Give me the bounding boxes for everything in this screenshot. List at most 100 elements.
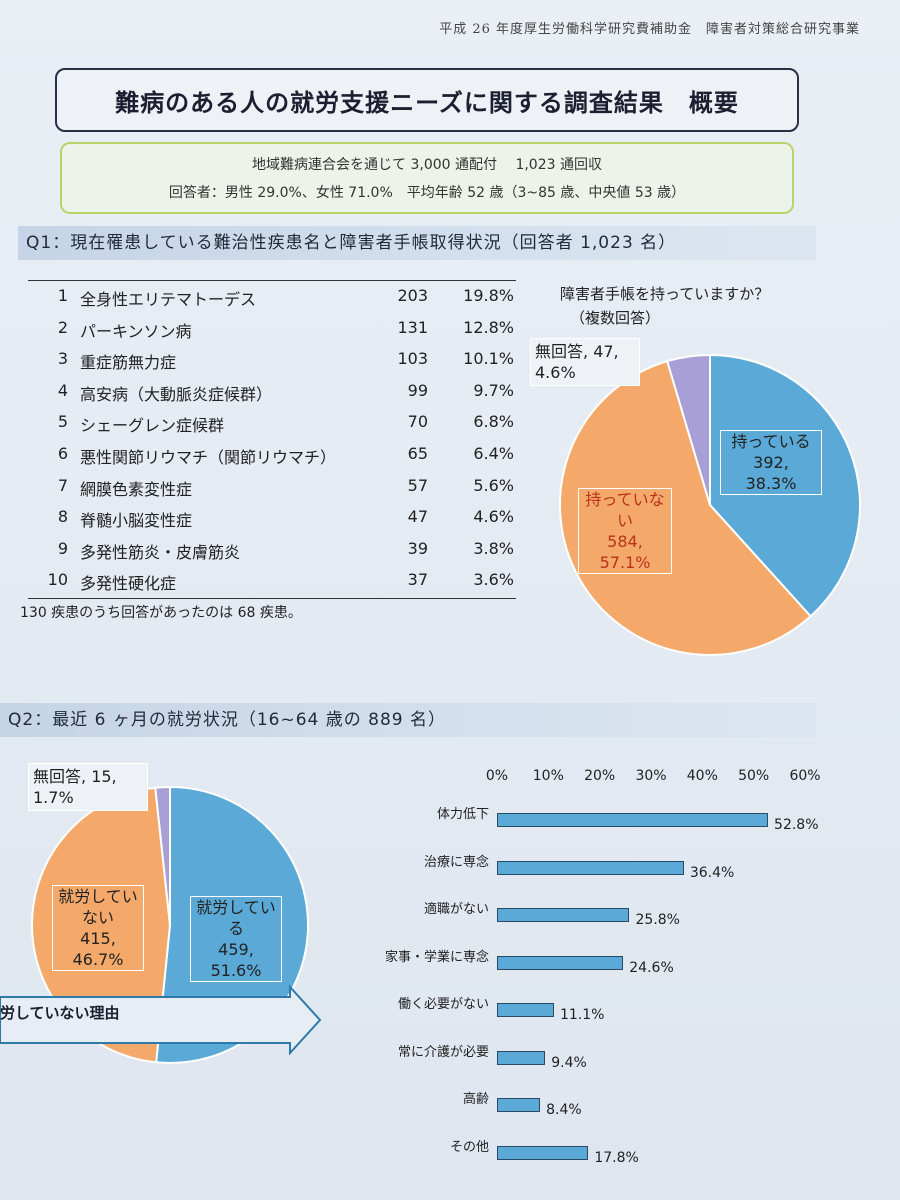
pie2-label-not-working: 就労していない 415, 46.7% bbox=[52, 885, 144, 971]
reason-label: 労していない理由 bbox=[0, 1004, 120, 1022]
bar bbox=[497, 1145, 589, 1160]
disease-count: 103 bbox=[397, 349, 428, 369]
bar-category-label: 体力低下 bbox=[436, 807, 489, 822]
summary-line-distribution: 地域難病連合会を通じて 3,000 通配付 1,023 通回収 bbox=[252, 157, 602, 173]
disease-pct: 6.4% bbox=[473, 444, 514, 463]
pie2-no-answer-count: 15 bbox=[91, 767, 112, 786]
bar-category-label: 治療に専念 bbox=[423, 854, 489, 870]
bar-category-label: その他 bbox=[449, 1139, 489, 1155]
disease-rank: 10 bbox=[47, 570, 68, 590]
pie2-slices bbox=[31, 785, 309, 1064]
disease-rank: 4 bbox=[57, 380, 68, 400]
pie2-working-name: 就労している bbox=[196, 898, 276, 938]
bar-axis-tick: 50% bbox=[738, 768, 770, 784]
pie1-no-answer-pct: 4.6% bbox=[535, 363, 576, 382]
table-top-rule bbox=[28, 280, 516, 281]
pie1-svg bbox=[559, 353, 861, 656]
disease-pct: 5.6% bbox=[473, 475, 514, 495]
disease-rank: 5 bbox=[57, 412, 68, 432]
bar-value-label: 24.6% bbox=[629, 959, 674, 976]
bar-value-label: 36.4% bbox=[689, 864, 735, 881]
bar bbox=[497, 860, 684, 875]
disease-count: 37 bbox=[407, 570, 428, 590]
disease-pct: 10.1% bbox=[463, 349, 514, 369]
bar bbox=[497, 1050, 546, 1065]
bar bbox=[497, 813, 769, 827]
bar-category-label: 適職がない bbox=[423, 902, 489, 917]
bar-value-label: 8.4% bbox=[546, 1102, 582, 1118]
summary-line-respondents: 回答者：男性 29.0%、女性 71.0% 平均年齢 52 歳（3~85 歳、中… bbox=[168, 185, 686, 201]
table-bottom-rule bbox=[28, 598, 516, 599]
disease-name: 多発性筋炎・皮膚筋炎 bbox=[80, 542, 241, 562]
bar bbox=[497, 908, 630, 922]
reason-bar-chart: 0% 10% 20% 30% 40% 50% 60% 体力低下 52.8% 治療に専念 36.4%… bbox=[300, 760, 860, 1180]
pie2-not-working-count: 415 bbox=[80, 929, 111, 948]
pie2-not-working-name: 就労していない bbox=[58, 887, 138, 927]
pie1-label-not-have-nums: 584, 57.1% bbox=[599, 532, 651, 572]
disease-name: 悪性関節リウマチ（関節リウマチ） bbox=[80, 448, 337, 467]
disease-rank: 1 bbox=[57, 286, 68, 305]
bar bbox=[497, 955, 624, 970]
table-row: 4 高安病（大動脈炎症候群） 99 9.7% bbox=[28, 381, 516, 411]
disease-rank: 7 bbox=[57, 475, 68, 495]
disease-name: シェーグレン症候群 bbox=[80, 416, 225, 436]
table-row: 6 悪性関節リウマチ（関節リウマチ） 65 6.4% bbox=[28, 444, 516, 474]
pie1-not-have-pct: 57.1% bbox=[599, 553, 651, 572]
disease-name: 脊髄小脳変性症 bbox=[80, 511, 193, 531]
pie1-no-answer-count: 47 bbox=[593, 342, 614, 361]
pie1-label-not-have: 持っていない 584, 57.1% bbox=[578, 488, 672, 574]
report-header: 平成 26 年度厚生労働科学研究費補助金 障害者対策総合研究事業 bbox=[439, 22, 860, 37]
pie2-working-pct: 51.6% bbox=[210, 961, 262, 980]
bar-axis-tick: 60% bbox=[789, 768, 821, 784]
table-row: 8 脊髄小脳変性症 47 4.6% bbox=[28, 507, 516, 537]
reason-arrow-icon bbox=[0, 985, 322, 1055]
disease-rank: 6 bbox=[57, 444, 68, 463]
pie1-slice-2 bbox=[666, 353, 711, 506]
page-title: 難病のある人の就労支援ニーズに関する調査結果 概要 bbox=[55, 68, 799, 132]
disease-name: 高安病（大動脈炎症候群） bbox=[80, 384, 273, 404]
pie2-no-answer-name: 無回答 bbox=[33, 767, 82, 786]
bar-axis-tick: 0% bbox=[485, 768, 509, 784]
table-row: 1 全身性エリテマトーデス 203 19.8% bbox=[28, 286, 516, 316]
disease-name: 多発性硬化症 bbox=[80, 574, 177, 594]
table-row: 3 重症筋無力症 103 10.1% bbox=[28, 349, 516, 379]
table-row: 2 パーキンソン病 131 12.8% bbox=[28, 318, 516, 348]
bar-axis-tick: 10% bbox=[532, 768, 564, 784]
pie2-no-answer-pct: 1.7% bbox=[33, 788, 74, 807]
bar-category-label: 家事・学業に専念 bbox=[384, 949, 489, 965]
bar-category-label: 高齢 bbox=[462, 1092, 489, 1107]
bar bbox=[497, 1098, 541, 1112]
survey-summary-box: 地域難病連合会を通じて 3,000 通配付 1,023 通回収 回答者：男性 2… bbox=[60, 142, 794, 214]
pie1-subtitle: （複数回答） bbox=[570, 309, 661, 327]
pie1-no-answer-name: 無回答 bbox=[535, 342, 584, 361]
disease-pct: 9.7% bbox=[473, 380, 514, 400]
disease-count: 57 bbox=[407, 475, 428, 495]
reason-arrow-svg bbox=[0, 985, 322, 1055]
disease-count: 99 bbox=[407, 380, 428, 400]
bar-category-label: 働く必要がない bbox=[397, 997, 489, 1012]
disease-count: 39 bbox=[407, 538, 428, 558]
pie1-slice-1 bbox=[559, 359, 813, 656]
disease-count: 203 bbox=[397, 286, 428, 305]
disease-rank: 3 bbox=[57, 349, 68, 369]
pie1-not-have-count: 584 bbox=[607, 532, 638, 551]
disease-pct: 3.6% bbox=[473, 570, 514, 590]
bar-value-label: 25.8% bbox=[635, 912, 680, 928]
disease-pct: 12.8% bbox=[463, 317, 514, 337]
disease-name: 網膜色素変性症 bbox=[80, 479, 193, 499]
bar-axis-tick: 30% bbox=[635, 768, 667, 784]
pie2-working-count: 459 bbox=[218, 940, 249, 959]
pie1-label-no-answer: 無回答, 47, 4.6% bbox=[530, 338, 640, 386]
pie2-not-working-pct: 46.7% bbox=[72, 950, 124, 969]
table-note: 130 疾患のうち回答があったのは 68 疾患。 bbox=[20, 605, 302, 621]
pie1-slice-0 bbox=[709, 353, 861, 618]
pie2-label-working: 就労している 459, 51.6% bbox=[190, 896, 282, 982]
pie1-have-count: 392 bbox=[753, 453, 784, 472]
bar-value-label: 17.8% bbox=[594, 1149, 639, 1166]
bar-value-label: 52.8% bbox=[774, 817, 819, 833]
disease-count: 65 bbox=[407, 444, 428, 463]
pie1-slices bbox=[559, 353, 861, 656]
disease-count: 70 bbox=[407, 412, 428, 432]
q2-heading: Q2：最近 6 ヶ月の就労状況（16~64 歳の 889 名） bbox=[0, 703, 816, 737]
disease-rank: 2 bbox=[57, 317, 68, 337]
